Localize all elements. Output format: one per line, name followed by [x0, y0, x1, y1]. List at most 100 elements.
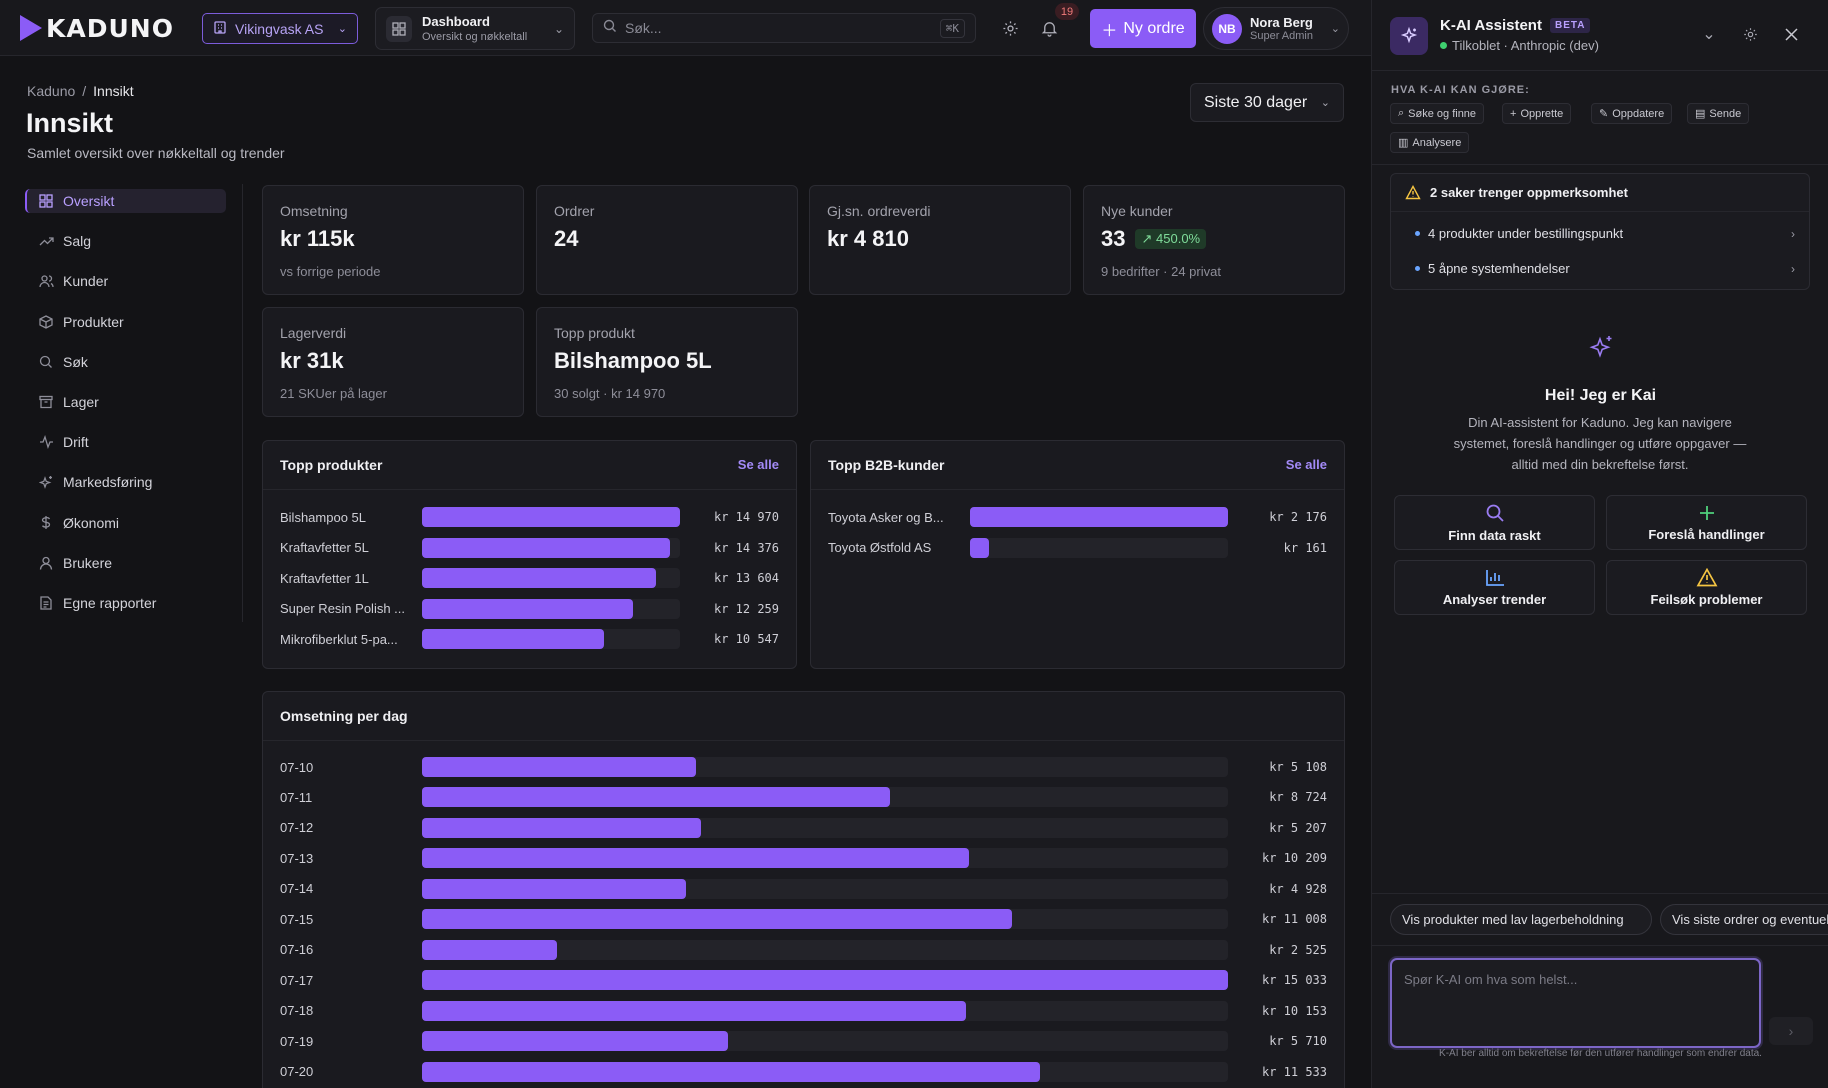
bar-label: 07-11 — [280, 789, 313, 805]
bar-value: kr 2 525 — [1269, 942, 1327, 957]
new-order-label: Ny ordre — [1123, 19, 1185, 37]
capability-chip-create[interactable]: + Opprette — [1502, 103, 1572, 124]
stat-card-top-product: Topp produkt Bilshampoo 5L 30 solgt · kr… — [536, 307, 798, 417]
quick-action-label: Foreslå handlinger — [1648, 526, 1765, 542]
suggestion-low-stock[interactable]: Vis produkter med lav lagerbeholdning — [1390, 904, 1652, 935]
user-menu[interactable]: NB Nora Berg Super Admin ⌄ — [1203, 7, 1349, 50]
sidebar-item-oversikt[interactable]: Oversikt — [25, 189, 226, 213]
bar-row: Toyota Asker og B... kr 2 176 — [828, 507, 1327, 527]
settings-button[interactable] — [996, 14, 1024, 42]
sidebar-item-brukere[interactable]: Brukere — [25, 551, 226, 575]
hello-text: Din AI-assistent for Kaduno. Jeg kan nav… — [1453, 415, 1747, 472]
bar-value: kr 4 928 — [1269, 881, 1327, 896]
bar-track — [422, 970, 1228, 991]
bar-row: 07-20 kr 11 533 — [280, 1061, 1327, 1082]
date-range-selector[interactable]: Siste 30 dager ⌄ — [1190, 83, 1344, 122]
bar-row: Kraftavfetter 5L kr 14 376 — [280, 537, 779, 558]
stat-label: Omsetning — [280, 203, 348, 219]
bar-value: kr 5 710 — [1269, 1034, 1327, 1049]
capability-chip-send[interactable]: ▤ Sende — [1687, 103, 1750, 124]
assistant-settings-button[interactable] — [1740, 24, 1760, 44]
sidebar-item-egne-rapporter[interactable]: Egne rapporter — [25, 591, 226, 615]
top-products-panel: Topp produkter Se alle Bilshampoo 5L kr 1… — [262, 440, 797, 669]
bar-track — [422, 629, 680, 649]
breadcrumb-root[interactable]: Kaduno — [27, 83, 76, 99]
bar-label: 07-20 — [280, 1064, 314, 1079]
capability-chip-search[interactable]: ⌕ Søke og finne — [1390, 103, 1485, 124]
bullet — [1415, 266, 1420, 271]
bar-row: 07-10 kr 5 108 — [280, 757, 1327, 777]
chat-input[interactable] — [1390, 958, 1761, 1048]
bar-row: Mikrofiberklut 5-pa... kr 10 547 — [280, 629, 779, 649]
sidebar-item-kunder[interactable]: Kunder — [25, 269, 226, 293]
bar-track — [422, 817, 1228, 838]
search-box[interactable]: ⌘K — [592, 13, 976, 43]
sidebar-item-lager[interactable]: Lager — [25, 390, 226, 414]
bar-label: 07-18 — [280, 1003, 314, 1019]
sidebar-item-salg[interactable]: Salg — [25, 229, 226, 253]
bar-label: Toyota Østfold AS — [828, 540, 932, 555]
bell-icon — [1041, 21, 1057, 37]
search-icon — [38, 354, 54, 370]
bar-label: 07-12 — [280, 820, 314, 836]
bar-track — [970, 507, 1228, 527]
nav-divider — [242, 184, 243, 622]
stat-card-new-customers: Nye kunder 33 ↗ 450.0% 9 bedrifter · 24 … — [1083, 185, 1345, 295]
see-all-b2b-link[interactable]: Se alle — [1285, 457, 1327, 472]
sidebar-item-markedsføring[interactable]: Markedsføring — [25, 470, 226, 494]
bar-fill — [422, 507, 680, 527]
collapse-button[interactable]: ⌄ — [1699, 24, 1719, 44]
capability-chip-analyze[interactable]: ▥ Analysere — [1390, 132, 1470, 153]
close-button[interactable] — [1781, 24, 1801, 44]
quick-action-troubleshoot[interactable]: Feilsøk problemer — [1606, 560, 1807, 615]
user-role: Super Admin — [1250, 30, 1313, 42]
bar-fill — [422, 1031, 728, 1052]
logo[interactable]: KADUNO — [20, 14, 174, 43]
attention-item-low-stock[interactable]: 4 produkter under bestillingspunkt › — [1415, 226, 1795, 241]
panel-title: Topp produkter — [280, 457, 383, 473]
attention-item-system-events[interactable]: 5 åpne systemhendelser › — [1415, 261, 1795, 276]
chevron-down-icon: ⌄ — [1320, 97, 1330, 109]
arrow-up-right-icon: ↗ — [1141, 231, 1153, 246]
beta-badge: BETA — [1549, 18, 1591, 33]
suggestion-recent-orders[interactable]: Vis siste ordrer og eventuelle — [1660, 904, 1828, 935]
new-order-button[interactable]: ＋ Ny ordre — [1090, 9, 1196, 48]
bar-label: 07-13 — [280, 850, 314, 866]
document-icon: ▤ — [1695, 108, 1706, 120]
sidebar-item-label: Markedsføring — [63, 474, 153, 491]
dashboard-selector[interactable]: Dashboard Oversikt og nøkkeltall ⌄ — [375, 7, 575, 50]
bar-row: 07-18 kr 10 153 — [280, 1000, 1327, 1021]
breadcrumb: Kaduno / Innsikt — [27, 83, 134, 99]
breadcrumb-separator: / — [82, 83, 87, 99]
gear-icon — [1743, 27, 1757, 41]
bar-row: Super Resin Polish ... kr 12 259 — [280, 598, 779, 619]
bar-fill — [422, 598, 633, 619]
stat-card-aov: Gj.sn. ordreverdi kr 4 810 — [809, 185, 1071, 295]
panel-title: Topp B2B-kunder — [828, 457, 945, 473]
notifications-button[interactable] — [1035, 14, 1063, 42]
sidebar-item-søk[interactable]: Søk — [25, 350, 226, 374]
sparkle-icon — [1589, 336, 1612, 358]
quick-action-suggest[interactable]: Foreslå handlinger — [1606, 495, 1807, 550]
attention-title: 2 saker trenger oppmerksomhet — [1430, 185, 1628, 200]
bar-track — [422, 1000, 1228, 1021]
sidebar-item-label: Drift — [63, 434, 89, 451]
sidebar-item-drift[interactable]: Drift — [25, 430, 226, 454]
capability-chip-update[interactable]: ✎ Oppdatere — [1591, 103, 1673, 124]
bar-value: kr 8 724 — [1269, 790, 1327, 805]
send-button[interactable]: › — [1769, 1017, 1813, 1045]
archive-icon — [38, 394, 54, 410]
stat-sub: 9 bedrifter · 24 privat — [1101, 264, 1221, 279]
sidebar-item-økonomi[interactable]: Økonomi — [25, 511, 226, 535]
warning-icon — [1696, 568, 1717, 587]
quick-action-find-data[interactable]: Finn data raskt — [1394, 495, 1595, 550]
bar-track — [422, 507, 680, 527]
pencil-icon: ✎ — [1599, 108, 1609, 120]
bar-label: 07-17 — [280, 972, 314, 988]
sidebar-item-produkter[interactable]: Produkter — [25, 310, 226, 334]
quick-action-analyze[interactable]: Analyser trender — [1394, 560, 1595, 615]
see-all-products-link[interactable]: Se alle — [737, 457, 779, 472]
company-selector[interactable]: Vikingvask AS ⌄ — [202, 13, 358, 44]
send-arrow-icon: › — [1788, 1023, 1794, 1039]
search-input[interactable] — [625, 20, 932, 36]
